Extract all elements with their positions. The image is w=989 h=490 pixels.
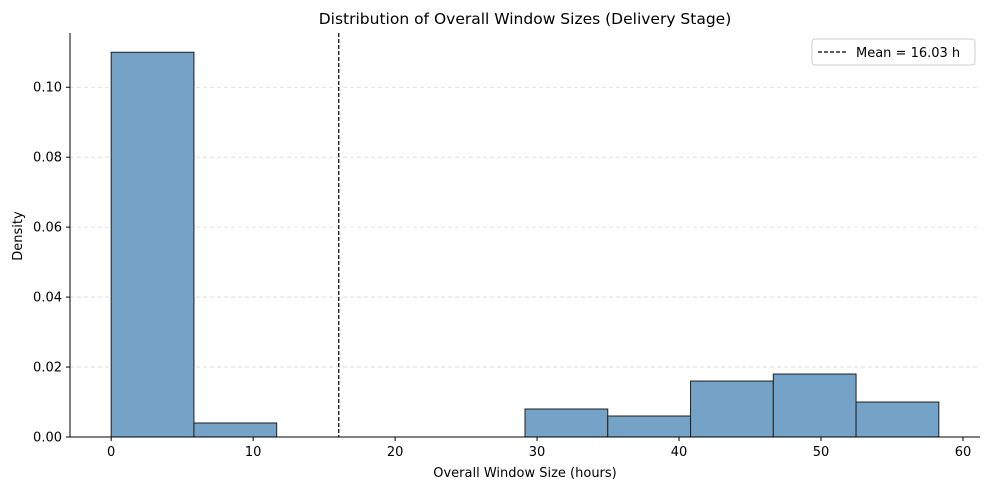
y-tick-label: 0.08 — [33, 151, 62, 166]
histogram-bar — [607, 415, 692, 438]
x-tick-label: 20 — [387, 445, 404, 460]
legend-label: Mean = 16.03 h — [856, 46, 960, 61]
histogram-bar — [772, 373, 857, 438]
y-tick-label: 0.04 — [33, 291, 62, 306]
x-axis-label: Overall Window Size (hours) — [433, 466, 617, 481]
x-tick-label: 30 — [529, 445, 546, 460]
grid-lines — [70, 86, 980, 368]
x-tick-label: 40 — [671, 445, 688, 460]
y-tick-label: 0.00 — [33, 431, 62, 446]
y-tick-label: 0.02 — [33, 361, 62, 376]
x-tick-label: 0 — [107, 445, 115, 460]
y-tick-label: 0.06 — [33, 221, 62, 236]
x-tick-label: 50 — [813, 445, 830, 460]
histogram-bar — [855, 401, 940, 438]
x-tick-label: 10 — [245, 445, 262, 460]
axes — [69, 33, 980, 438]
histogram-bar — [110, 51, 195, 438]
legend-box — [811, 38, 976, 66]
histogram-bar — [193, 422, 278, 438]
tick-labels: 0 10 20 30 40 50 60 0.00 0.02 0.04 0.06 0.08 0.10 — [33, 81, 971, 460]
histogram-bars — [110, 51, 940, 438]
y-tick-label: 0.10 — [33, 81, 62, 96]
x-tick-label: 60 — [955, 445, 972, 460]
histogram-bar — [524, 408, 609, 438]
histogram-bar — [690, 380, 774, 438]
legend: Mean = 16.03 h — [811, 38, 976, 66]
chart-title: Distribution of Overall Window Sizes (De… — [319, 10, 732, 28]
y-axis-label: Density — [11, 211, 26, 261]
